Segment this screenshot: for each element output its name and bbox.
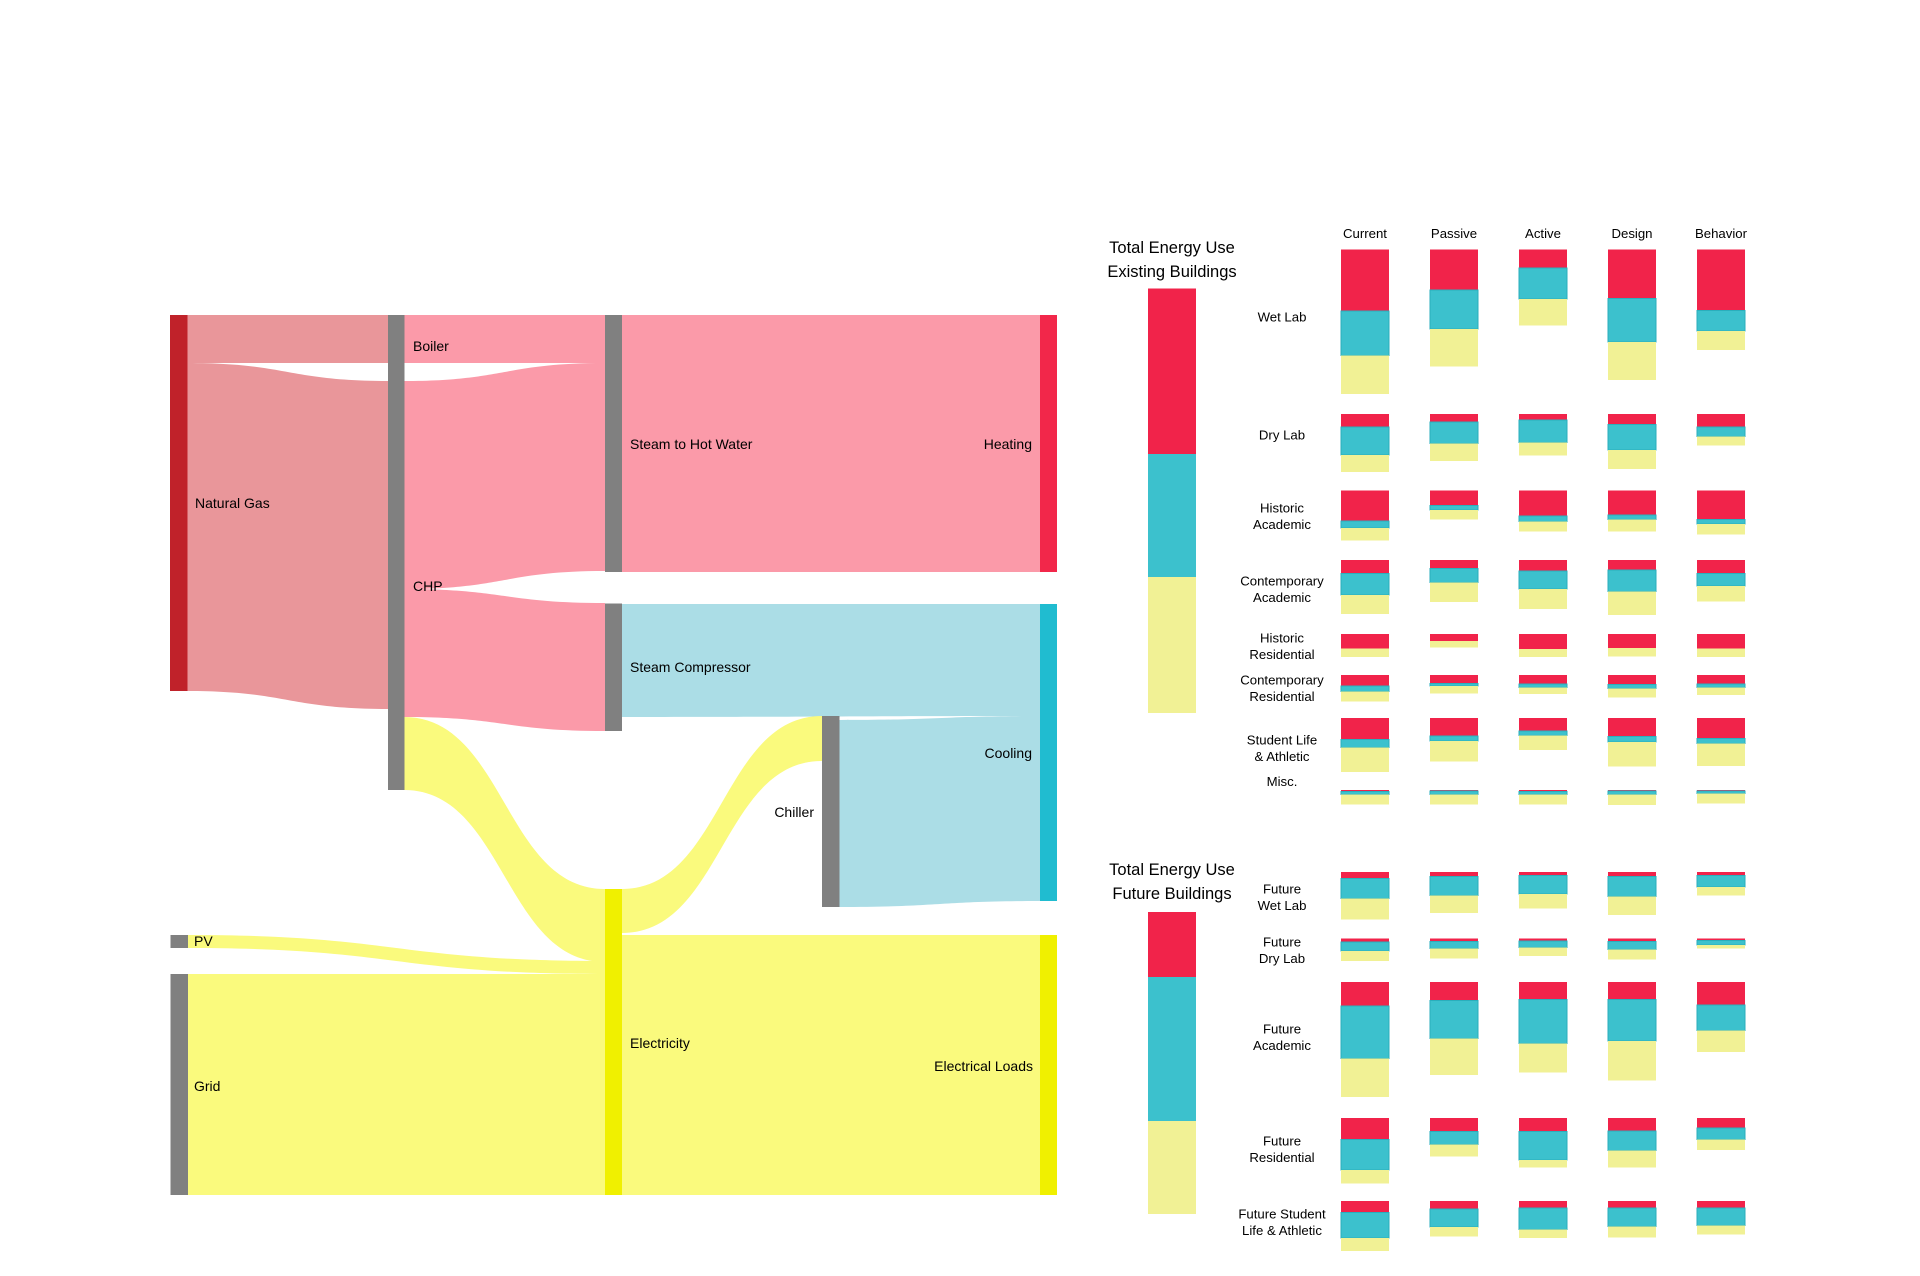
svg-text:Natural Gas: Natural Gas — [195, 495, 270, 511]
svg-text:Future: Future — [1263, 1133, 1301, 1148]
svg-text:Residential: Residential — [1249, 1150, 1314, 1165]
svg-text:Heating: Heating — [984, 436, 1032, 452]
svg-text:Design: Design — [1611, 226, 1652, 241]
svg-text:Current: Current — [1343, 226, 1387, 241]
svg-text:Contemporary: Contemporary — [1240, 672, 1324, 687]
svg-text:Existing Buildings: Existing Buildings — [1107, 263, 1236, 281]
svg-text:Academic: Academic — [1253, 1038, 1311, 1053]
svg-text:Active: Active — [1525, 226, 1561, 241]
svg-text:Future Student: Future Student — [1238, 1206, 1326, 1221]
svg-text:Student Life: Student Life — [1247, 732, 1317, 747]
svg-text:Electricity: Electricity — [630, 1035, 690, 1051]
svg-text:Future Buildings: Future Buildings — [1112, 885, 1231, 903]
svg-text:Boiler: Boiler — [413, 338, 449, 354]
svg-text:Wet Lab: Wet Lab — [1258, 898, 1307, 913]
svg-text:Total Energy Use: Total Energy Use — [1109, 239, 1235, 257]
svg-text:Historic: Historic — [1260, 500, 1304, 515]
svg-text:Academic: Academic — [1253, 517, 1311, 532]
svg-text:Steam to Hot Water: Steam to Hot Water — [630, 436, 753, 452]
svg-text:Wet Lab: Wet Lab — [1258, 310, 1307, 325]
svg-text:Future: Future — [1263, 934, 1301, 949]
svg-text:Behavior: Behavior — [1695, 226, 1748, 241]
svg-text:& Athletic: & Athletic — [1255, 749, 1310, 764]
svg-text:PV: PV — [194, 933, 213, 949]
svg-text:Future: Future — [1263, 1021, 1301, 1036]
svg-text:Electrical Loads: Electrical Loads — [934, 1058, 1033, 1074]
svg-text:Future: Future — [1263, 881, 1301, 896]
svg-text:CHP: CHP — [413, 578, 443, 594]
svg-text:Residential: Residential — [1249, 647, 1314, 662]
svg-text:Contemporary: Contemporary — [1240, 573, 1324, 588]
svg-text:Dry Lab: Dry Lab — [1259, 951, 1305, 966]
svg-text:Chiller: Chiller — [774, 804, 814, 820]
svg-text:Misc.: Misc. — [1267, 774, 1298, 789]
svg-text:Dry Lab: Dry Lab — [1259, 428, 1305, 443]
svg-text:Historic: Historic — [1260, 630, 1304, 645]
svg-text:Academic: Academic — [1253, 590, 1311, 605]
svg-text:Steam Compressor: Steam Compressor — [630, 659, 751, 675]
svg-text:Cooling: Cooling — [985, 745, 1032, 761]
svg-text:Passive: Passive — [1431, 226, 1477, 241]
svg-text:Grid: Grid — [194, 1078, 220, 1094]
svg-text:Total Energy Use: Total Energy Use — [1109, 861, 1235, 879]
svg-text:Residential: Residential — [1249, 689, 1314, 704]
svg-text:Life & Athletic: Life & Athletic — [1242, 1223, 1322, 1238]
